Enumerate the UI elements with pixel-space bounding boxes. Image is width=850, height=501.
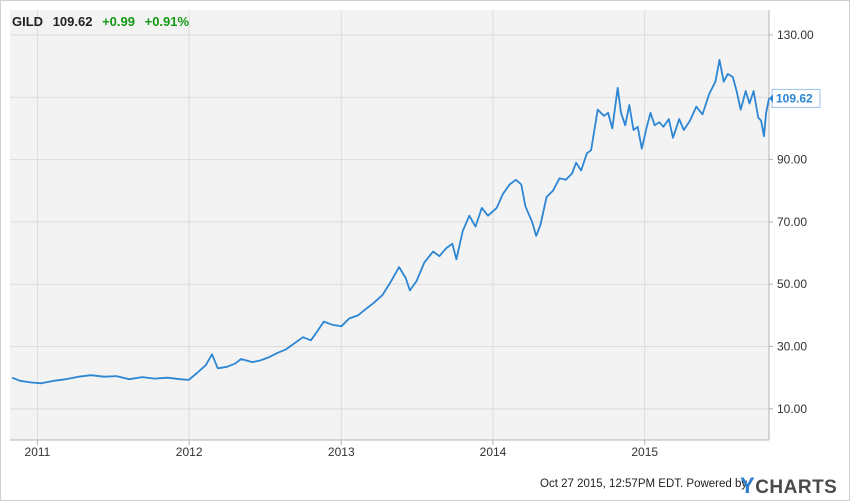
y-tick-label: 50.00	[777, 277, 807, 291]
last-value-pointer	[769, 94, 773, 103]
x-tick-label: 2013	[328, 445, 355, 459]
last-value-marker: 109.62	[769, 88, 821, 108]
y-tick-label: 10.00	[777, 402, 807, 416]
current-price: 109.62	[52, 14, 93, 29]
series-gild	[11, 59, 770, 385]
price-change: +0.99	[102, 14, 135, 29]
x-tick-label: 2014	[480, 445, 507, 459]
plot-area	[10, 10, 769, 440]
ticker-symbol: GILD	[12, 14, 44, 29]
quote-header: GILD 109.62 +0.99 +0.91%	[12, 14, 195, 29]
y-tick-label: 90.00	[777, 153, 807, 167]
x-tick-label: 2015	[631, 445, 658, 459]
x-tick-label: 2011	[25, 445, 51, 459]
y-tick-label: 30.00	[777, 340, 807, 354]
price-change-percent: +0.91%	[144, 14, 190, 29]
x-axis: 2011 2012 2013 2014 2015	[25, 440, 658, 459]
logo-text: CHARTS	[755, 477, 838, 498]
chart-footer: Oct 27 2015, 12:57PM EDT. Powered by	[540, 478, 747, 490]
last-value-label: 109.62	[776, 91, 813, 105]
ycharts-logo[interactable]: YCHARTS	[740, 473, 837, 499]
powered-by: Powered by	[686, 478, 748, 490]
x-tick-label: 2012	[176, 445, 203, 459]
series-line	[11, 59, 770, 385]
timestamp: Oct 27 2015, 12:57PM EDT.	[540, 478, 684, 490]
y-tick-label: 70.00	[777, 215, 807, 229]
y-tick-label: 130.00	[777, 28, 814, 42]
grid-lines	[10, 10, 769, 440]
y-axis: 10.00 30.00 50.00 70.00 90.00 130.00	[769, 28, 814, 416]
logo-y: Y	[740, 473, 756, 498]
